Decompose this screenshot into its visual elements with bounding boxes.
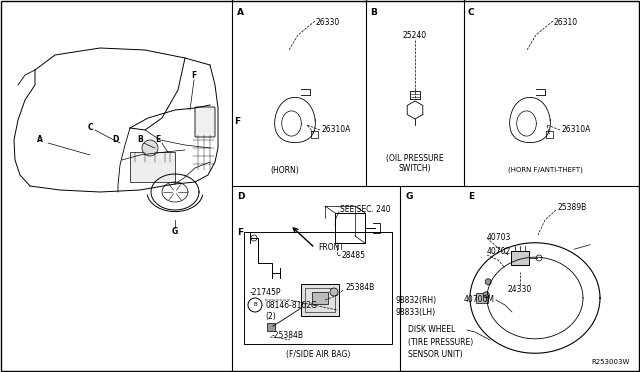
Text: F: F — [237, 228, 243, 237]
Text: E: E — [156, 135, 161, 144]
Text: (2): (2) — [265, 311, 276, 321]
Text: A: A — [37, 135, 43, 144]
Bar — [511, 251, 529, 265]
Text: R253003W: R253003W — [591, 359, 630, 365]
Text: 40700M: 40700M — [464, 295, 495, 305]
Bar — [244, 232, 392, 344]
Text: 25384B: 25384B — [345, 283, 374, 292]
Bar — [267, 323, 275, 331]
Text: 08146-8162G: 08146-8162G — [265, 301, 317, 310]
FancyBboxPatch shape — [195, 107, 215, 137]
Text: 24330: 24330 — [508, 285, 532, 295]
Bar — [301, 284, 339, 316]
Text: 26330: 26330 — [316, 18, 340, 27]
Text: (HORN): (HORN) — [271, 166, 300, 174]
Text: (TIRE PRESSURE): (TIRE PRESSURE) — [408, 337, 473, 346]
Bar — [305, 288, 335, 312]
Text: B: B — [253, 302, 257, 308]
Text: G: G — [172, 228, 178, 237]
Circle shape — [330, 288, 338, 296]
Bar — [476, 293, 488, 303]
Text: 26310A: 26310A — [322, 125, 351, 135]
Text: 26310A: 26310A — [562, 125, 591, 135]
Text: -21745P: -21745P — [250, 288, 282, 297]
Text: 98833(LH): 98833(LH) — [396, 308, 436, 317]
Text: B: B — [370, 8, 377, 17]
Text: D: D — [112, 135, 118, 144]
Text: SENSOR UNIT): SENSOR UNIT) — [408, 350, 463, 359]
Text: SEE SEC. 240: SEE SEC. 240 — [340, 205, 390, 215]
Text: B: B — [137, 135, 143, 144]
Text: DISK WHEEL: DISK WHEEL — [408, 326, 455, 334]
Circle shape — [142, 140, 158, 156]
Text: F: F — [191, 71, 196, 80]
Text: C: C — [87, 124, 93, 132]
Text: D: D — [237, 192, 244, 201]
Text: 28485: 28485 — [342, 250, 366, 260]
Text: 26310: 26310 — [554, 18, 578, 27]
Text: C: C — [468, 8, 475, 17]
Text: 98832(RH): 98832(RH) — [396, 295, 437, 305]
Text: F: F — [234, 118, 240, 126]
Text: (F/SIDE AIR BAG): (F/SIDE AIR BAG) — [286, 350, 350, 359]
Circle shape — [485, 279, 492, 285]
Bar — [130, 152, 175, 182]
Text: 40703: 40703 — [487, 234, 511, 243]
Text: 25389B: 25389B — [557, 203, 586, 212]
Text: SWITCH): SWITCH) — [399, 164, 431, 173]
Text: FRONT: FRONT — [318, 244, 344, 253]
Circle shape — [483, 292, 489, 298]
Text: (HORN F/ANTI-THEFT): (HORN F/ANTI-THEFT) — [508, 167, 582, 173]
Text: 25240: 25240 — [403, 31, 427, 39]
Text: (OIL PRESSURE: (OIL PRESSURE — [386, 154, 444, 163]
Text: G: G — [405, 192, 412, 201]
Text: 40702: 40702 — [487, 247, 511, 257]
Text: A: A — [237, 8, 244, 17]
Text: -25384B: -25384B — [272, 330, 304, 340]
Text: E: E — [468, 192, 474, 201]
Bar — [312, 292, 328, 304]
